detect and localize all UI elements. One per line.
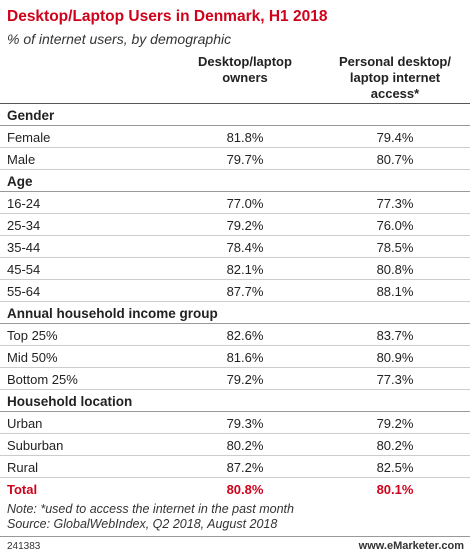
row-label: Rural (7, 460, 39, 475)
row-label: Mid 50% (7, 350, 58, 365)
cell-value: 83.7% (376, 328, 414, 343)
column-header-line: Personal desktop/ (339, 54, 451, 69)
data-row: 45-54 82.1% 80.8% (0, 258, 470, 280)
total-label: Total (7, 482, 38, 497)
row-label: Urban (7, 416, 43, 431)
cell-value: 80.8% (376, 262, 414, 277)
data-row: Female 81.8% 79.4% (0, 126, 470, 148)
cell-value: 78.4% (226, 240, 264, 255)
cell-value: 87.2% (226, 460, 264, 475)
column-header-line: Desktop/laptop (198, 54, 292, 69)
note: Note: *used to access the internet in th… (7, 502, 294, 516)
row-label: 25-34 (7, 218, 41, 233)
cell-value: 81.6% (226, 350, 264, 365)
row-label: Bottom 25% (7, 372, 78, 387)
column-header-line: access* (370, 86, 420, 101)
brand: www.eMarketer.com (358, 540, 464, 552)
row-label: Top 25% (7, 328, 58, 343)
cell-value: 87.7% (226, 284, 264, 299)
row-label: 55-64 (7, 284, 41, 299)
cell-value: 79.3% (226, 416, 264, 431)
data-row: Bottom 25% 79.2% 77.3% (0, 368, 470, 390)
cell-value: 82.5% (376, 460, 414, 475)
cell-value: 79.4% (376, 130, 414, 145)
data-row: 55-64 87.7% 88.1% (0, 280, 470, 302)
cell-value: 80.7% (376, 152, 414, 167)
cell-value: 78.5% (376, 240, 414, 255)
section-title: Annual household income group (7, 306, 218, 321)
row-label: Suburban (7, 438, 64, 453)
data-row: 25-34 79.2% 76.0% (0, 214, 470, 236)
column-header-line: laptop internet (349, 70, 441, 85)
data-row: 16-24 77.0% 77.3% (0, 192, 470, 214)
cell-value: 80.2% (226, 438, 264, 453)
cell-value: 82.1% (226, 262, 264, 277)
row-label: 35-44 (7, 240, 41, 255)
data-row: Male 79.7% 80.7% (0, 148, 470, 170)
section-title: Household location (7, 394, 133, 409)
section-row: Household location (0, 390, 470, 412)
chart-id: 241383 (7, 541, 41, 552)
header-rule (0, 103, 470, 104)
data-row: Urban 79.3% 79.2% (0, 412, 470, 434)
cell-value: 80.2% (376, 438, 414, 453)
data-row: Rural 87.2% 82.5% (0, 456, 470, 478)
data-row: Top 25% 82.6% 83.7% (0, 324, 470, 346)
row-label: Male (7, 152, 36, 167)
cell-value: 77.0% (226, 196, 264, 211)
section-row: Annual household income group (0, 302, 470, 324)
total-value: 80.8% (226, 482, 264, 497)
title: Desktop/Laptop Users in Denmark, H1 2018 (7, 8, 328, 25)
column-header: Desktop/laptop owners (175, 54, 315, 86)
cell-value: 80.9% (376, 350, 414, 365)
row-label: 16-24 (7, 196, 41, 211)
section-title: Age (7, 174, 33, 189)
cell-value: 88.1% (376, 284, 414, 299)
total-row: Total 80.8% 80.1% (0, 478, 470, 500)
section-title: Gender (7, 108, 55, 123)
row-label: 45-54 (7, 262, 41, 277)
cell-value: 81.8% (226, 130, 264, 145)
cell-value: 79.2% (376, 416, 414, 431)
cell-value: 79.2% (226, 372, 264, 387)
total-value: 80.1% (376, 482, 414, 497)
footer-rule (0, 536, 470, 537)
cell-value: 79.2% (226, 218, 264, 233)
data-row: Suburban 80.2% 80.2% (0, 434, 470, 456)
column-header-line: owners (222, 70, 268, 85)
data-row: 35-44 78.4% 78.5% (0, 236, 470, 258)
cell-value: 76.0% (376, 218, 414, 233)
column-header: Personal desktop/laptop internet access* (325, 54, 465, 102)
section-row: Age (0, 170, 470, 192)
row-label: Female (7, 130, 51, 145)
section-row: Gender (0, 104, 470, 126)
cell-value: 77.3% (376, 372, 414, 387)
source: Source: GlobalWebIndex, Q2 2018, August … (7, 517, 278, 531)
cell-value: 82.6% (226, 328, 264, 343)
cell-value: 77.3% (376, 196, 414, 211)
subtitle: % of internet users, by demographic (7, 31, 232, 47)
cell-value: 79.7% (226, 152, 264, 167)
data-row: Mid 50% 81.6% 80.9% (0, 346, 470, 368)
